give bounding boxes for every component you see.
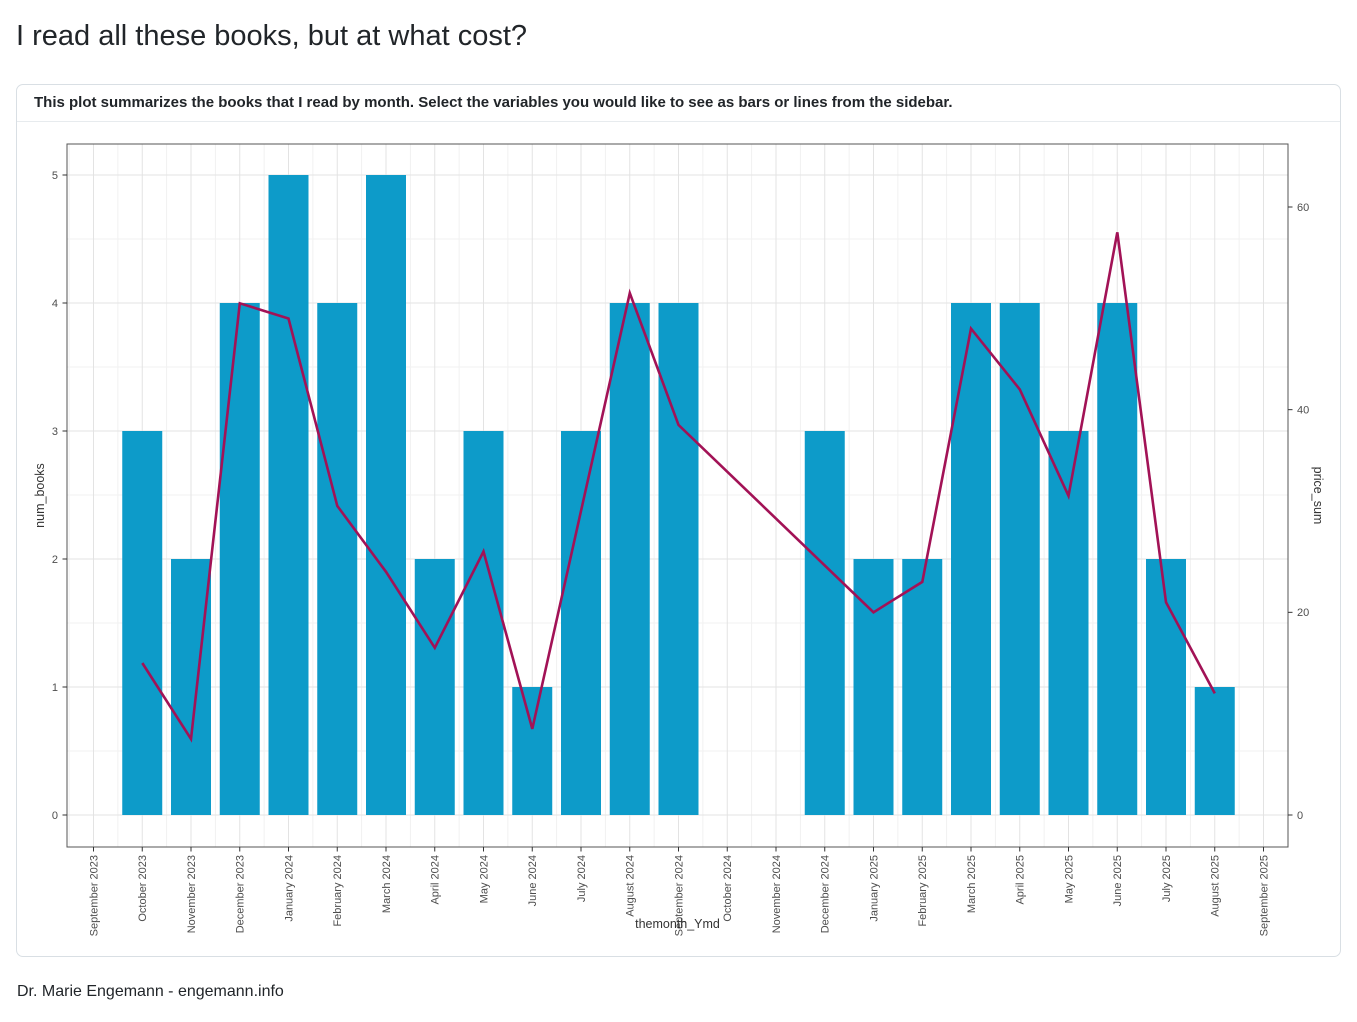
y-right-tick-label: 20 bbox=[1297, 607, 1309, 619]
x-tick-label: September 2023 bbox=[88, 855, 100, 936]
bar-march-2024 bbox=[366, 175, 406, 816]
bar-may-2024 bbox=[463, 431, 504, 816]
y-right-axis-title: price_sum bbox=[1311, 467, 1325, 525]
bar-june-2024 bbox=[512, 687, 553, 816]
axis-ticks bbox=[62, 174, 1293, 852]
x-tick-label: November 2024 bbox=[771, 855, 783, 933]
x-tick-label: April 2025 bbox=[1015, 855, 1027, 905]
y-left-tick-label: 5 bbox=[52, 170, 58, 182]
plot-card: This plot summarizes the books that I re… bbox=[16, 84, 1341, 958]
x-tick-label: December 2023 bbox=[235, 855, 247, 933]
x-tick-label: July 2024 bbox=[576, 855, 588, 902]
x-tick-label: June 2024 bbox=[527, 855, 539, 906]
x-tick-label: May 2025 bbox=[1063, 855, 1075, 903]
panel-border bbox=[66, 143, 1289, 848]
page: I read all these books, but at what cost… bbox=[0, 18, 1357, 1001]
bar-march-2025 bbox=[951, 303, 991, 816]
bar-january-2025 bbox=[853, 559, 894, 816]
x-tick-label: September 2025 bbox=[1258, 855, 1270, 936]
x-tick-label: November 2023 bbox=[186, 855, 198, 933]
x-tick-label: March 2025 bbox=[966, 855, 978, 913]
bar-may-2025 bbox=[1048, 431, 1089, 816]
bars bbox=[122, 175, 1235, 816]
bar-october-2023 bbox=[122, 431, 163, 816]
bar-february-2025 bbox=[902, 559, 943, 816]
x-tick-label: July 2025 bbox=[1161, 855, 1173, 902]
x-tick-label: April 2024 bbox=[430, 855, 442, 905]
x-tick-label: September 2024 bbox=[673, 855, 685, 936]
bar-december-2023 bbox=[219, 303, 260, 816]
y-left-tick-label: 2 bbox=[52, 554, 58, 566]
x-tick-label: August 2025 bbox=[1210, 855, 1222, 917]
bar-february-2024 bbox=[317, 303, 358, 816]
plot-description: This plot summarizes the books that I re… bbox=[17, 85, 1340, 123]
y-right-tick-label: 0 bbox=[1297, 810, 1303, 822]
x-tick-label: October 2023 bbox=[137, 855, 149, 922]
y-left-tick-label: 4 bbox=[52, 298, 58, 310]
x-tick-label: August 2024 bbox=[625, 855, 637, 917]
x-tick-label: June 2025 bbox=[1112, 855, 1124, 906]
x-tick-label: March 2024 bbox=[381, 855, 393, 913]
x-tick-label: May 2024 bbox=[478, 855, 490, 903]
bar-january-2024 bbox=[268, 175, 309, 816]
books-chart: 0 1 2 3 4 5 0 20 40 60 September 2023 October 2023 N… bbox=[17, 122, 1340, 956]
books-price-plot: 0 1 2 3 4 5 0 20 40 60 September 2023 October 2023 N… bbox=[33, 143, 1325, 937]
x-tick-label: February 2025 bbox=[917, 855, 929, 927]
y-left-tick-label: 3 bbox=[52, 426, 58, 438]
bar-july-2024 bbox=[561, 431, 601, 816]
y-right-tick-label: 40 bbox=[1297, 405, 1309, 417]
axis-labels: 0 1 2 3 4 5 0 20 40 60 September 2023 October 2023 N… bbox=[33, 170, 1325, 937]
y-left-tick-label: 1 bbox=[52, 682, 58, 694]
page-title: I read all these books, but at what cost… bbox=[16, 20, 528, 52]
bar-august-2024 bbox=[609, 303, 650, 816]
y-left-axis-title: num_books bbox=[33, 463, 47, 528]
bar-december-2024 bbox=[804, 431, 845, 816]
bar-april-2024 bbox=[414, 559, 455, 816]
y-right-tick-label: 60 bbox=[1297, 202, 1309, 214]
x-tick-label: January 2025 bbox=[868, 855, 880, 922]
x-axis-title: themonth_Ymd bbox=[635, 917, 720, 931]
bar-september-2024 bbox=[658, 303, 699, 816]
footer-credit: Dr. Marie Engemann - engemann.info bbox=[17, 983, 284, 1001]
x-tick-label: October 2024 bbox=[722, 855, 734, 922]
x-tick-label: February 2024 bbox=[332, 855, 344, 927]
bar-april-2025 bbox=[999, 303, 1040, 816]
x-tick-label: January 2024 bbox=[283, 855, 295, 922]
bar-november-2023 bbox=[171, 559, 211, 816]
price-line bbox=[141, 232, 1216, 744]
x-tick-label: December 2024 bbox=[820, 855, 832, 933]
bar-june-2025 bbox=[1097, 303, 1138, 816]
y-left-tick-label: 0 bbox=[52, 810, 58, 822]
bar-august-2025 bbox=[1194, 687, 1235, 816]
